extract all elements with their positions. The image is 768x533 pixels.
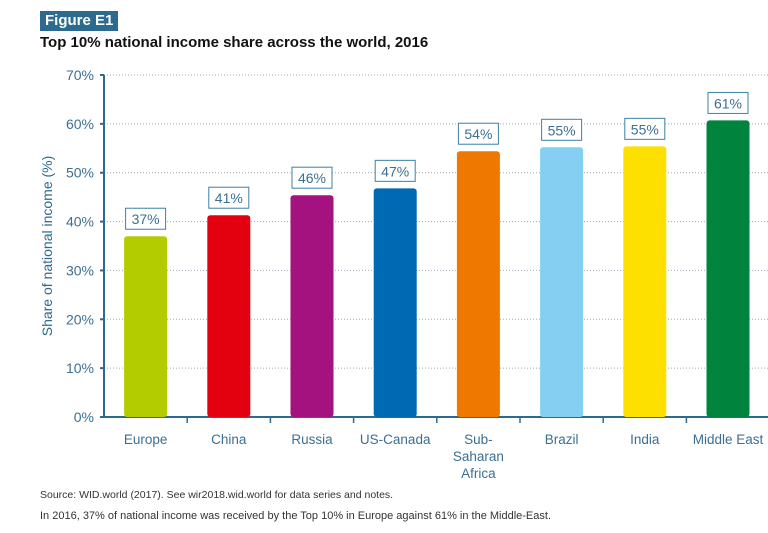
- data-label-box: [291, 166, 333, 189]
- x-tick-label: Middle East: [693, 432, 764, 447]
- data-label-box: [208, 186, 250, 209]
- y-tick-label: 20%: [66, 311, 94, 327]
- bar-india: [623, 146, 667, 417]
- data-label-box: [374, 159, 416, 182]
- x-tick-label: Sub-: [464, 432, 493, 447]
- y-tick-label: 10%: [66, 360, 94, 376]
- data-label: 46%: [298, 170, 326, 186]
- data-label-box: [707, 91, 749, 114]
- data-label-box: [125, 207, 167, 230]
- caption: In 2016, 37% of national income was rece…: [40, 510, 552, 522]
- x-tick-label: Africa: [461, 466, 496, 481]
- y-tick-label: 50%: [66, 165, 94, 181]
- data-label: 61%: [714, 95, 742, 111]
- data-label: 55%: [548, 122, 576, 138]
- x-tick-label: Russia: [291, 432, 333, 447]
- bar-middle-east: [706, 120, 750, 418]
- y-tick-label: 70%: [66, 67, 94, 83]
- bar-europe: [124, 236, 168, 417]
- data-label-box: [457, 122, 499, 145]
- chart-title: Top 10% national income share across the…: [40, 34, 429, 51]
- bar-china: [207, 215, 251, 417]
- data-label: 55%: [631, 121, 659, 137]
- y-tick-label: 30%: [66, 262, 94, 278]
- y-tick-label: 60%: [66, 116, 94, 132]
- x-tick-label: India: [630, 432, 660, 447]
- data-label: 37%: [132, 211, 160, 227]
- y-tick-label: 40%: [66, 214, 94, 230]
- x-tick-label: Europe: [124, 432, 168, 447]
- source-note: Source: WID.world (2017). See wir2018.wi…: [40, 489, 394, 501]
- bar-russia: [290, 195, 334, 417]
- y-tick-label: 0%: [74, 409, 94, 425]
- data-label: 54%: [464, 126, 492, 142]
- data-label-box: [624, 117, 666, 140]
- x-tick-label: Brazil: [545, 432, 579, 447]
- data-label: 41%: [215, 190, 243, 206]
- bar-sub-saharan-africa: [456, 151, 500, 417]
- figure-label: Figure E1: [40, 11, 119, 31]
- bar-brazil: [540, 147, 584, 417]
- bar-us-canada: [373, 188, 417, 417]
- x-tick-label: US-Canada: [360, 432, 431, 447]
- x-tick-label: China: [211, 432, 247, 447]
- data-label: 47%: [381, 163, 409, 179]
- x-tick-label: Saharan: [453, 449, 504, 464]
- y-axis-label: Share of national income (%): [39, 156, 55, 337]
- data-label-box: [541, 118, 583, 141]
